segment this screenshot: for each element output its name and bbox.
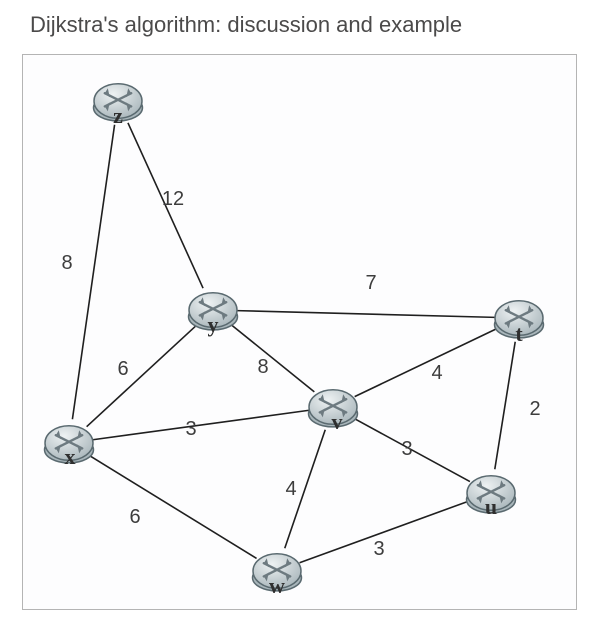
edge-t-u [495,342,515,470]
edge-weight-v-w: 4 [285,478,296,500]
node-label-w: w [269,573,285,598]
edge-weight-t-u: 2 [529,398,540,420]
edge-weight-z-y: 12 [162,188,184,210]
edge-y-t [237,311,495,318]
node-label-z: z [113,103,123,128]
page-title: Dijkstra's algorithm: discussion and exa… [30,12,462,38]
edge-x-w [89,456,256,559]
node-v: v [309,390,358,434]
edge-weight-y-v: 8 [257,356,268,378]
edge-y-x [87,326,196,426]
graph-canvas: 12 8 6 8 7 4 2 3 6 4 3 3 z y t v x u w [22,54,577,610]
node-label-v: v [332,409,343,434]
edge-weight-x-w: 6 [129,506,140,528]
node-t: t [495,301,544,346]
edge-weight-w-u: 3 [373,538,384,560]
node-label-u: u [485,494,497,519]
node-x: x [45,426,94,469]
node-z: z [94,84,143,128]
edge-z-x [72,125,114,419]
node-y: y [189,293,238,337]
edge-weight-x-v: 3 [185,418,196,440]
edge-x-v [93,410,309,440]
network-graph: 12 8 6 8 7 4 2 3 6 4 3 3 z y t v x u w [23,55,578,611]
node-label-x: x [65,444,76,469]
edge-weight-y-t: 7 [365,272,376,294]
node-label-y: y [208,312,219,337]
edge-t-v [355,328,498,396]
page: Dijkstra's algorithm: discussion and exa… [0,0,600,626]
edge-weight-y-x: 6 [117,358,128,380]
edge-weight-t-v: 4 [431,362,442,384]
edge-weight-v-u: 3 [401,438,412,460]
node-label-t: t [515,321,523,346]
edge-weight-z-x: 8 [61,252,72,274]
edge-y-v [232,325,315,392]
node-u: u [467,476,516,519]
node-w: w [253,554,302,598]
